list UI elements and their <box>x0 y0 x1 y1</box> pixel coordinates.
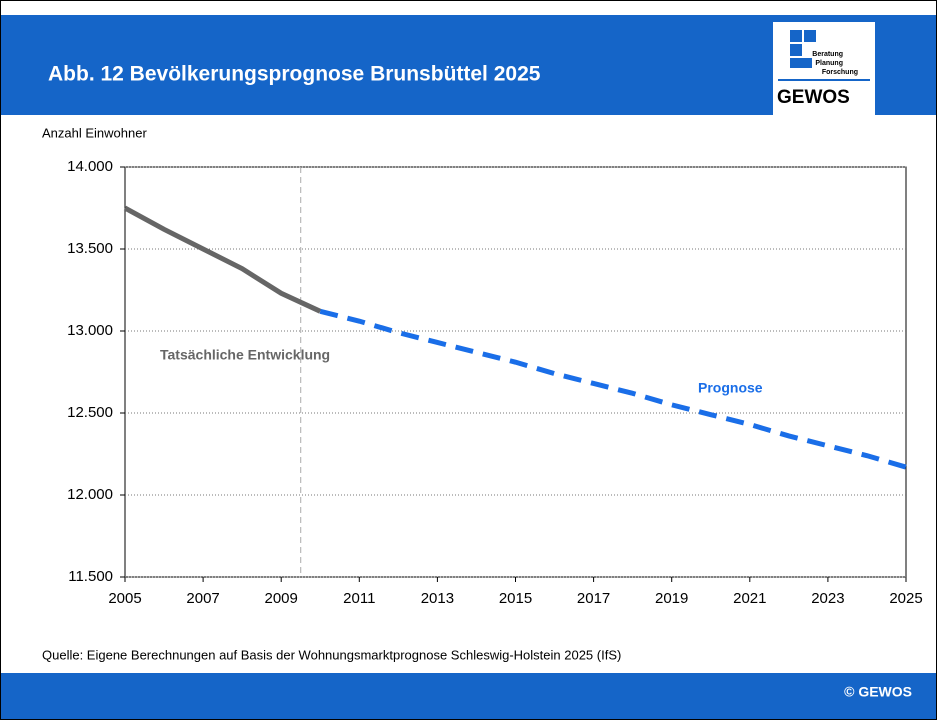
logo-square <box>790 44 802 56</box>
logo-text: Planung <box>815 60 843 67</box>
x-tick-label: 2017 <box>577 590 610 607</box>
x-tick-label: 2015 <box>499 590 532 607</box>
x-tick-label: 2025 <box>889 590 922 607</box>
y-tick-label: 12.500 <box>67 404 113 421</box>
logo-text: Forschung <box>822 69 858 76</box>
y-axis-label: Anzahl Einwohner <box>42 125 147 140</box>
footer: © GEWOS <box>844 684 912 700</box>
source: Quelle: Eigene Berechnungen auf Basis de… <box>42 647 621 662</box>
plot-area <box>124 166 907 578</box>
annotation: Prognose <box>698 380 763 396</box>
title: Abb. 12 Bevölkerungsprognose Brunsbüttel… <box>48 63 541 86</box>
x-tick-label: 2007 <box>186 590 219 607</box>
x-tick-label: 2009 <box>265 590 298 607</box>
x-tick-label: 2011 <box>343 590 375 607</box>
x-tick-label: 2005 <box>108 590 141 607</box>
logo-square <box>804 30 816 42</box>
series-line <box>123 205 322 314</box>
annotation: Tatsächliche Entwicklung <box>160 347 330 363</box>
y-tick-label: 12.000 <box>67 486 113 503</box>
header-block <box>880 28 936 115</box>
logo-name: GEWOS <box>777 87 850 108</box>
y-tick-label: 11.500 <box>68 568 113 585</box>
x-tick-label: 2023 <box>811 590 844 607</box>
y-tick-label: 13.500 <box>67 240 113 257</box>
logo-square <box>790 58 812 68</box>
x-tick-label: 2021 <box>733 590 766 607</box>
logo-square <box>790 30 802 42</box>
y-tick-label: 13.000 <box>67 322 113 339</box>
x-tick-label: 2013 <box>421 590 454 607</box>
series-line <box>319 308 907 470</box>
y-tick-label: 14.000 <box>67 158 113 175</box>
footer-band <box>1 673 936 719</box>
x-tick-label: 2019 <box>655 590 688 607</box>
logo-text: Beratung <box>812 51 843 58</box>
